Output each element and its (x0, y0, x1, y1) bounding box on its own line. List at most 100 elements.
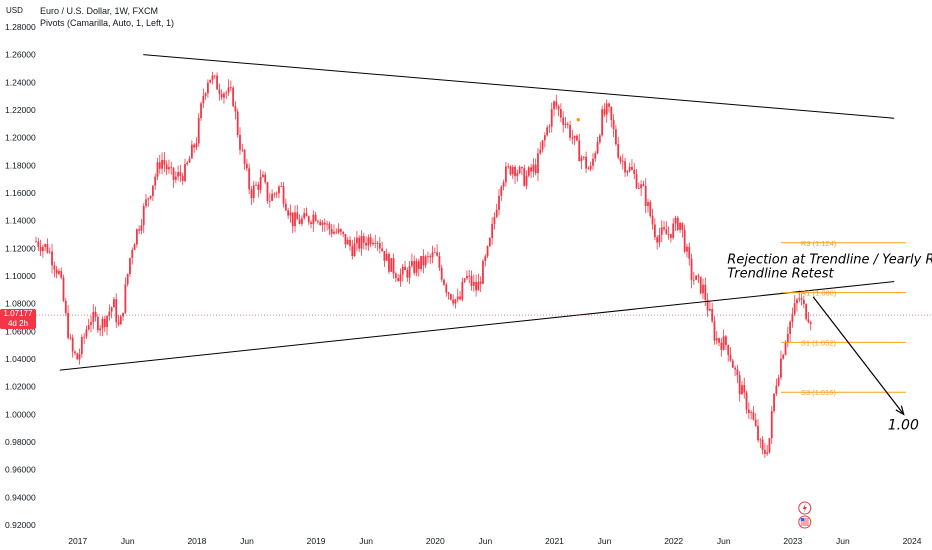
candle-body (670, 234, 672, 238)
x-tick-label: Jun (478, 536, 492, 546)
candle-body (559, 109, 562, 118)
candle-body (138, 229, 141, 231)
candle-body (747, 409, 750, 413)
lightning-glyph (802, 503, 807, 513)
candles (35, 71, 812, 459)
candle-body (177, 172, 180, 177)
candle-body (78, 354, 81, 360)
candle-body (278, 186, 280, 194)
candle-body (715, 338, 718, 341)
candle-body (665, 229, 668, 235)
lightning-icon[interactable] (798, 501, 812, 515)
candle-body (257, 184, 260, 190)
candle-body (509, 166, 512, 175)
candle-body (438, 255, 441, 268)
y-tick-label: 0.94000 (5, 492, 36, 502)
candle-body (504, 166, 507, 183)
candle-body (165, 164, 168, 170)
candle-body (534, 164, 537, 174)
current-price-tag: 1.07177 4d 2h (0, 309, 36, 330)
candle-body (731, 360, 734, 368)
us-flag-icon[interactable] (798, 515, 812, 529)
candle-body (39, 246, 42, 252)
candle-body (168, 167, 170, 170)
candle-body (48, 251, 51, 253)
candle-body (92, 311, 95, 323)
candle-body (539, 149, 542, 154)
candle-body (493, 216, 496, 224)
candle-body (328, 223, 331, 229)
candle-body (592, 158, 594, 166)
candle-body (663, 227, 665, 230)
candle-body (580, 157, 583, 162)
candle-body (394, 273, 397, 279)
candle-body (431, 252, 434, 258)
candle-body (85, 329, 88, 337)
candle-body (404, 266, 406, 271)
candle-body (245, 163, 248, 169)
candle-body (179, 172, 182, 176)
candle-body (190, 144, 193, 159)
candle-body (500, 186, 503, 196)
candle-body (585, 156, 588, 169)
candle-body (181, 175, 184, 181)
candle-body (372, 242, 374, 245)
candle-body (576, 135, 578, 141)
candle-body (411, 261, 413, 266)
candle-body (789, 321, 792, 334)
candle-body (145, 199, 147, 207)
candle-body (564, 123, 567, 125)
candle-body (702, 284, 704, 294)
candle-body (594, 153, 597, 159)
candle-body (784, 342, 787, 355)
candle-body (768, 438, 771, 453)
candle-body (158, 162, 161, 169)
candle-body (252, 185, 255, 199)
x-tick-label: Jun (836, 536, 850, 546)
candle-body (608, 103, 610, 107)
candle-body (415, 261, 418, 273)
pivot-label: S3 (1.016) (801, 388, 837, 397)
candle-body (161, 159, 163, 169)
candle-body (644, 185, 647, 206)
x-tick-label: 2017 (68, 536, 87, 546)
candle-body (55, 269, 58, 274)
candle-body (41, 246, 44, 252)
candle-body (376, 242, 379, 244)
candle-body (312, 214, 315, 225)
candle-body (323, 222, 326, 225)
x-tick-label: 2023 (783, 536, 802, 546)
candle-body (154, 176, 157, 186)
candle-body (757, 425, 759, 441)
candle-body (307, 216, 310, 223)
candle-body (64, 300, 67, 313)
candle-body (780, 358, 782, 378)
candle-body (449, 294, 452, 300)
candle-body (413, 261, 416, 273)
candle-body (76, 353, 79, 360)
event-icons[interactable] (798, 501, 812, 529)
candle-body (722, 336, 725, 350)
y-tick-label: 1.16000 (5, 188, 36, 198)
candle-body (424, 256, 427, 266)
candle-body (305, 213, 308, 217)
candle-body (369, 237, 372, 245)
candle-body (310, 222, 312, 225)
candle-body (518, 167, 521, 174)
candle-body (326, 223, 328, 225)
candle-body (440, 267, 443, 280)
candle-body (351, 246, 354, 257)
candle-body (711, 308, 714, 322)
candle-body (736, 369, 739, 376)
candle-body (236, 111, 239, 135)
candle-body (101, 318, 104, 329)
candle-body (333, 231, 335, 234)
candle-body (234, 106, 237, 112)
candle-body (573, 135, 576, 139)
candle-body (805, 304, 808, 320)
candle-body (610, 106, 613, 121)
candle-body (537, 153, 539, 174)
candle-body (367, 237, 370, 246)
candle-body (223, 93, 225, 98)
